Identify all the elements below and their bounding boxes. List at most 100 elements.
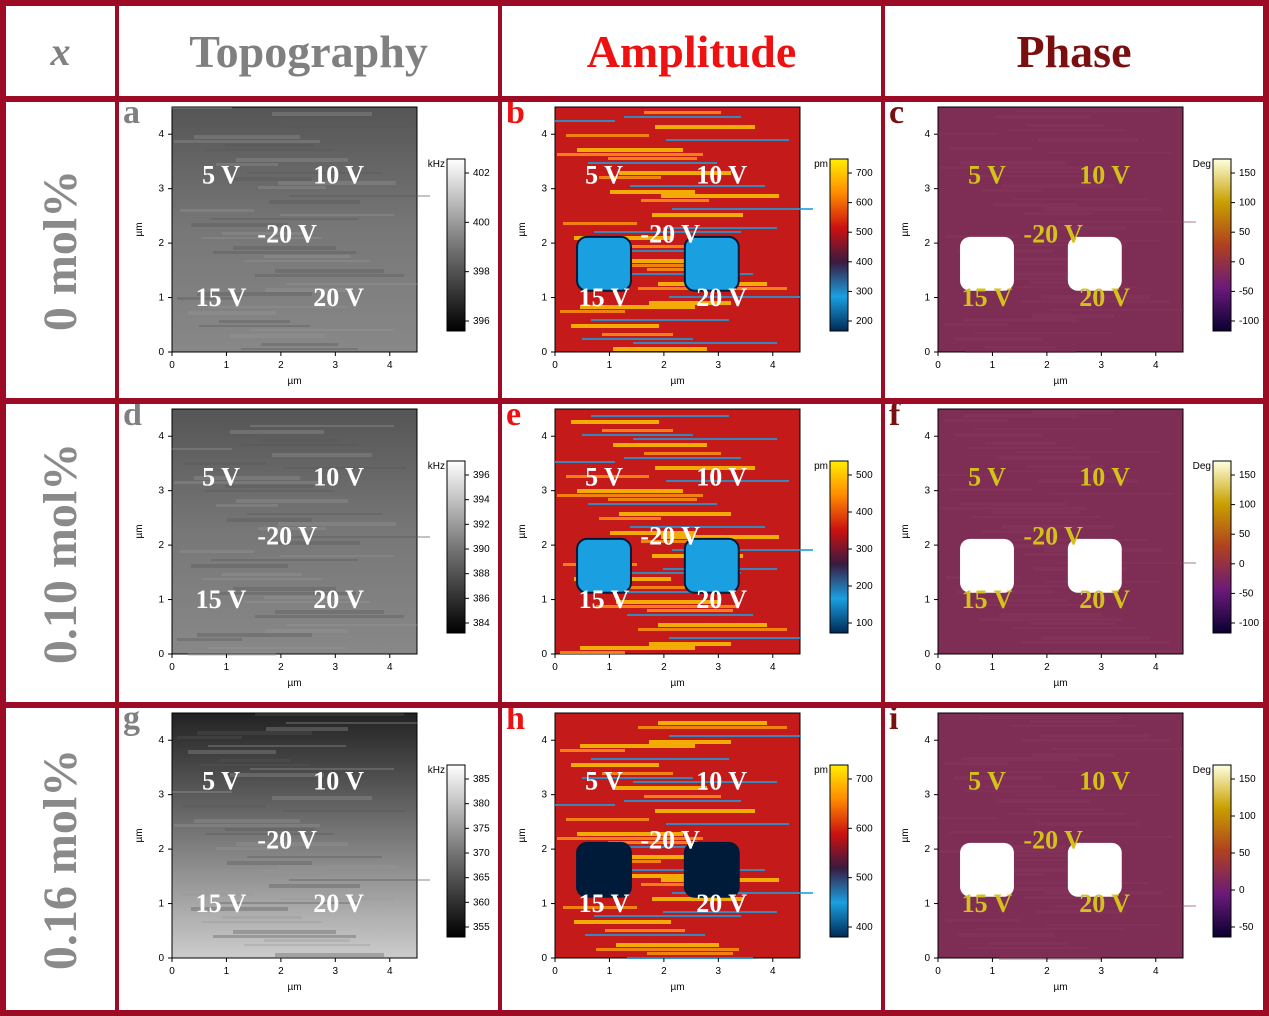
voltage-label: 5 V xyxy=(968,463,1006,492)
voltage-label: 10 V xyxy=(313,767,364,796)
afm-map: 5 V 10 V -20 V 15 V 20 V 0 1 2 3 4 0 1 2 3 4 µm µm Deg 150… xyxy=(900,106,1259,387)
map-image xyxy=(937,106,1184,353)
x-tick-label: 3 xyxy=(333,360,339,371)
voltage-label: 5 V xyxy=(202,463,240,492)
x-tick-label: 0 xyxy=(935,662,941,673)
voltage-label: 5 V xyxy=(202,161,240,190)
written-domain xyxy=(683,537,740,594)
x-tick-label: 1 xyxy=(224,966,230,977)
y-tick-label: 2 xyxy=(541,238,547,249)
voltage-label: -20 V xyxy=(1023,521,1083,550)
colorbar-tick: 400 xyxy=(856,257,873,268)
x-tick-label: 3 xyxy=(333,966,339,977)
panel-b: b 5 V 10 V -20 V 15 V 20 V 0 1 2 3 4 0 1 2 3 4 µm µm pm 700… xyxy=(502,102,881,398)
header-topography-label: Topography xyxy=(189,25,428,77)
x-tick-label: 0 xyxy=(552,662,558,673)
y-tick-label: 2 xyxy=(924,540,930,551)
written-domain xyxy=(1067,236,1122,291)
voltage-label: 20 V xyxy=(313,283,364,312)
colorbar-tick: 500 xyxy=(856,227,873,238)
y-tick-label: 0 xyxy=(541,347,547,358)
y-axis-label: µm xyxy=(900,828,911,842)
x-axis-label: µm xyxy=(670,678,684,689)
x-tick-label: 1 xyxy=(990,360,996,371)
y-tick-label: 3 xyxy=(158,184,164,195)
panel-letter: i xyxy=(889,708,899,737)
y-axis-label: µm xyxy=(517,222,528,236)
x-tick-label: 3 xyxy=(716,966,722,977)
colorbar-unit: Deg xyxy=(1193,159,1211,170)
y-tick-label: 0 xyxy=(158,953,164,964)
voltage-label: 20 V xyxy=(1079,585,1130,614)
colorbar-tick: 360 xyxy=(473,897,490,908)
y-tick-label: 1 xyxy=(541,899,547,910)
panel-g: g 5 V 10 V -20 V 15 V 20 V 0 1 2 3 4 0 1 2 3 4 µm µm kHz 38… xyxy=(119,708,498,1010)
panel-i: i 5 V 10 V -20 V 15 V 20 V 0 1 2 3 4 0 1 2 3 4 µm µm Deg 15… xyxy=(885,708,1263,1010)
x-tick-label: 4 xyxy=(387,966,393,977)
colorbar xyxy=(1212,764,1232,938)
colorbar xyxy=(446,460,466,634)
voltage-label: -20 V xyxy=(640,825,700,854)
y-tick-label: 2 xyxy=(158,238,164,249)
colorbar-tick: 375 xyxy=(473,823,490,834)
y-tick-label: 3 xyxy=(924,790,930,801)
x-tick-label: 2 xyxy=(661,966,667,977)
voltage-label: 20 V xyxy=(313,889,364,918)
y-tick-label: 0 xyxy=(541,649,547,660)
y-tick-label: 1 xyxy=(158,595,164,606)
x-tick-label: 4 xyxy=(770,662,776,673)
y-tick-label: 4 xyxy=(541,431,547,442)
colorbar-tick: 100 xyxy=(856,618,873,629)
afm-map: 5 V 10 V -20 V 15 V 20 V 0 1 2 3 4 0 1 2 3 4 µm µm kHz 385… xyxy=(134,712,490,993)
colorbar-tick: 0 xyxy=(1239,257,1245,268)
afm-map: 5 V 10 V -20 V 15 V 20 V 0 1 2 3 4 0 1 2 3 4 µm µm pm 500 4… xyxy=(517,408,873,689)
y-axis-label: µm xyxy=(134,222,145,236)
x-tick-label: 1 xyxy=(224,360,230,371)
colorbar-tick: 200 xyxy=(856,581,873,592)
voltage-label: 15 V xyxy=(196,889,247,918)
panel-c: c 5 V 10 V -20 V 15 V 20 V 0 1 2 3 4 0 1 2 3 4 µm µm Deg 15… xyxy=(885,102,1263,398)
voltage-label: -20 V xyxy=(640,219,700,248)
x-tick-label: 3 xyxy=(716,360,722,371)
colorbar-tick: 600 xyxy=(856,823,873,834)
colorbar-unit: pm xyxy=(814,765,828,776)
map-image xyxy=(171,106,418,353)
x-tick-label: 0 xyxy=(169,360,175,371)
x-tick-label: 0 xyxy=(169,966,175,977)
y-tick-label: 2 xyxy=(158,844,164,855)
y-tick-label: 0 xyxy=(541,953,547,964)
colorbar-tick: 50 xyxy=(1239,227,1251,238)
x-tick-label: 2 xyxy=(278,662,284,673)
x-tick-label: 1 xyxy=(224,662,230,673)
y-tick-label: 4 xyxy=(924,129,930,140)
colorbar-tick: 386 xyxy=(473,593,490,604)
y-tick-label: 0 xyxy=(924,347,930,358)
voltage-label: 20 V xyxy=(313,585,364,614)
colorbar xyxy=(829,764,849,938)
y-tick-label: 1 xyxy=(541,595,547,606)
colorbar xyxy=(829,158,849,332)
x-tick-label: 3 xyxy=(1099,662,1105,673)
colorbar-tick: 150 xyxy=(1239,168,1256,179)
x-tick-label: 4 xyxy=(1153,360,1159,371)
panel-letter: b xyxy=(506,102,525,131)
x-tick-label: 4 xyxy=(1153,966,1159,977)
voltage-label: 20 V xyxy=(696,585,747,614)
colorbar-unit: Deg xyxy=(1193,461,1211,472)
written-domain xyxy=(683,841,740,898)
colorbar-tick: 500 xyxy=(856,470,873,481)
written-domain xyxy=(576,235,632,292)
written-domain xyxy=(1067,842,1122,897)
written-domain xyxy=(576,537,632,594)
x-axis-label: µm xyxy=(1053,982,1067,993)
x-axis-label: µm xyxy=(1053,376,1067,387)
voltage-label: -20 V xyxy=(1023,825,1083,854)
y-axis-label: µm xyxy=(900,524,911,538)
colorbar-tick: 600 xyxy=(856,198,873,209)
colorbar-tick: 500 xyxy=(856,873,873,884)
header-amplitude: Amplitude xyxy=(502,6,881,96)
voltage-label: 20 V xyxy=(696,283,747,312)
y-axis-label: µm xyxy=(517,828,528,842)
voltage-label: -20 V xyxy=(257,521,317,550)
voltage-label: -20 V xyxy=(1023,219,1083,248)
